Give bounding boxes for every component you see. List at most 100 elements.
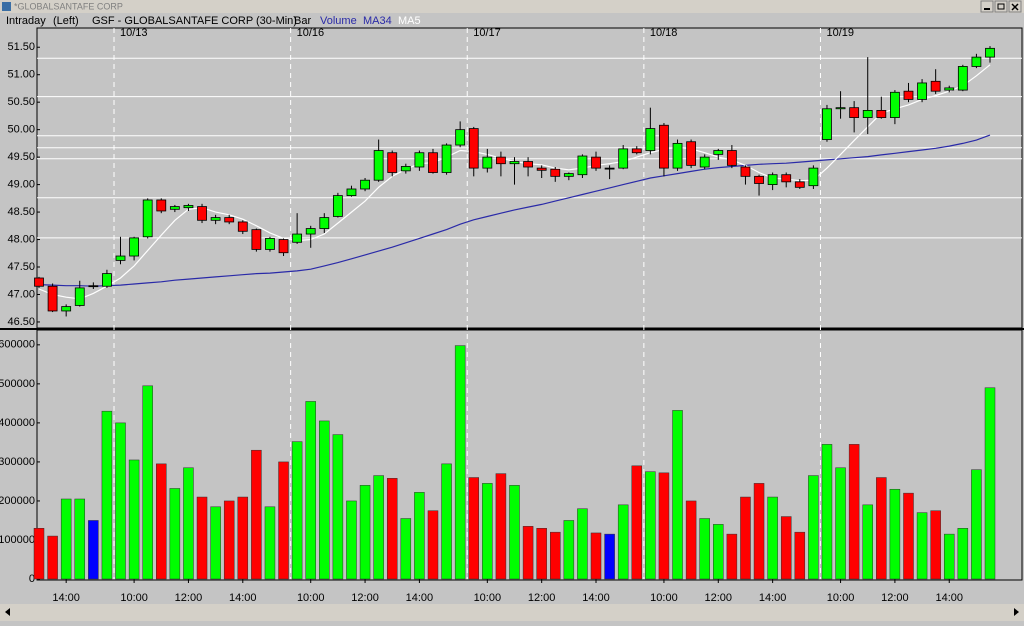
minimize-button[interactable] bbox=[980, 0, 994, 13]
candle-body bbox=[34, 277, 44, 287]
candle-body bbox=[142, 199, 153, 238]
volume-bar bbox=[128, 459, 140, 580]
chart-title: GSF - GLOBALSANTAFE CORP (30-Min) bbox=[92, 15, 297, 27]
volume-bar bbox=[169, 488, 181, 580]
volume-bar bbox=[115, 422, 126, 580]
date-label: 10/17 bbox=[473, 27, 501, 39]
candle-body bbox=[387, 152, 398, 173]
candle-body bbox=[183, 205, 194, 209]
volume-bar bbox=[400, 518, 412, 580]
volume-bar bbox=[278, 461, 289, 580]
header-row bbox=[0, 13, 1024, 28]
candle-body bbox=[496, 156, 506, 165]
window-title: *GLOBALSANTAFE CORP bbox=[14, 1, 123, 11]
y-tick-label: 51.50 bbox=[7, 41, 35, 53]
restore-glyph bbox=[997, 3, 1005, 10]
x-tick-label: 14:00 bbox=[406, 592, 434, 604]
candle-body bbox=[360, 179, 370, 190]
scrollbar[interactable] bbox=[0, 604, 1024, 621]
volume-bar bbox=[713, 524, 724, 580]
y-tick-label: 49.50 bbox=[7, 151, 35, 163]
candle-body bbox=[550, 168, 561, 177]
date-label: 10/19 bbox=[826, 27, 854, 39]
volume-bar bbox=[305, 401, 316, 580]
volume-bar bbox=[196, 496, 208, 580]
volume-bar bbox=[604, 533, 615, 580]
candle-body bbox=[305, 228, 316, 235]
date-label: 10/18 bbox=[650, 27, 678, 39]
panel-divider bbox=[0, 328, 1024, 330]
window-buttons[interactable] bbox=[980, 0, 1022, 13]
scroll-right[interactable] bbox=[1014, 608, 1019, 616]
scroll-left[interactable] bbox=[5, 608, 10, 616]
y-tick-label: 48.00 bbox=[7, 233, 35, 245]
candle-body bbox=[482, 156, 493, 169]
x-tick-label: 10:00 bbox=[474, 592, 502, 604]
candle-body bbox=[509, 161, 520, 165]
volume-bar bbox=[794, 531, 806, 580]
volume-bar bbox=[47, 535, 58, 580]
volume-bar bbox=[60, 498, 72, 580]
candle-body bbox=[957, 66, 968, 91]
volume-bar bbox=[957, 528, 969, 580]
volume-tick-label: 200000 bbox=[0, 495, 35, 507]
volume-bar bbox=[536, 528, 547, 580]
x-tick-label: 14:00 bbox=[935, 592, 963, 604]
candle-body bbox=[373, 150, 384, 181]
volume-bar bbox=[577, 508, 588, 580]
volume-tick-label: 600000 bbox=[0, 339, 35, 351]
candle-body bbox=[224, 217, 235, 223]
volume-bar bbox=[251, 449, 262, 580]
candle-body bbox=[414, 152, 425, 168]
candle-body bbox=[754, 175, 764, 184]
candle-body bbox=[822, 108, 832, 140]
candle-body bbox=[917, 82, 927, 100]
volume-bar bbox=[482, 483, 493, 580]
volume-bar bbox=[291, 441, 303, 580]
volume-bar bbox=[346, 500, 357, 580]
candle-body bbox=[645, 128, 656, 151]
candle-body bbox=[862, 110, 873, 118]
volume-bar bbox=[835, 467, 846, 580]
volume-bar bbox=[617, 504, 629, 580]
x-tick-label: 10:00 bbox=[297, 592, 325, 604]
candle-body bbox=[794, 181, 805, 188]
volume-bar bbox=[753, 483, 765, 580]
volume-tick-label: 400000 bbox=[0, 417, 35, 429]
restore-button[interactable] bbox=[994, 0, 1008, 13]
candle-body bbox=[237, 221, 248, 232]
candle-body bbox=[346, 188, 357, 196]
y-tick-label: 50.50 bbox=[7, 96, 35, 108]
candle-body bbox=[767, 174, 778, 185]
candle-body bbox=[808, 167, 819, 187]
volume-bar bbox=[672, 410, 683, 580]
x-tick-label: 14:00 bbox=[52, 592, 80, 604]
candle-body bbox=[251, 229, 262, 250]
volume-bar bbox=[876, 477, 887, 580]
volume-bar bbox=[156, 463, 167, 580]
x-tick-label: 12:00 bbox=[175, 592, 203, 604]
candle-body bbox=[332, 195, 343, 217]
volume-bar bbox=[319, 420, 330, 580]
volume-bar bbox=[142, 385, 153, 580]
date-label: 10/16 bbox=[297, 27, 325, 39]
volume-bar bbox=[386, 478, 398, 580]
candle-body bbox=[156, 199, 167, 212]
y-tick-label: 48.50 bbox=[7, 206, 35, 218]
candle-body bbox=[726, 150, 737, 166]
candle-body bbox=[604, 167, 615, 170]
volume-bar bbox=[903, 492, 914, 580]
volume-bar bbox=[645, 471, 656, 580]
candle-body bbox=[944, 87, 955, 91]
volume-bar bbox=[427, 510, 439, 580]
candle-body bbox=[102, 273, 112, 287]
volume-bar bbox=[916, 512, 928, 580]
candle-body bbox=[319, 217, 330, 229]
volume-bar bbox=[522, 526, 534, 580]
y-tick-label: 46.50 bbox=[7, 316, 35, 328]
volume-bar bbox=[590, 532, 602, 580]
x-tick-label: 12:00 bbox=[528, 592, 556, 604]
x-tick-label: 10:00 bbox=[120, 592, 148, 604]
candle-body bbox=[523, 161, 533, 168]
